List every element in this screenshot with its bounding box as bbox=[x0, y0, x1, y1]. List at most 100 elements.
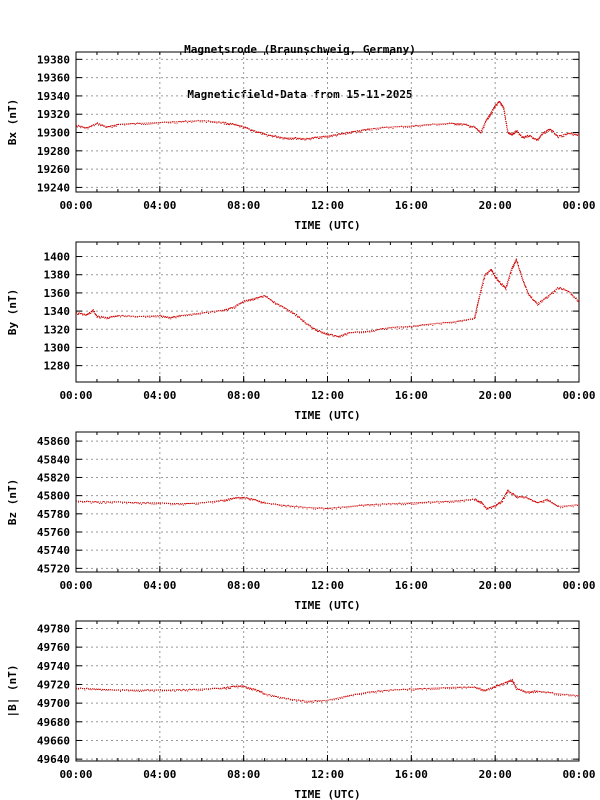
series-point bbox=[535, 691, 536, 693]
series-point bbox=[259, 132, 261, 134]
series-point bbox=[463, 501, 465, 503]
series-point bbox=[513, 494, 515, 496]
series-point bbox=[88, 688, 90, 690]
series-point bbox=[243, 685, 245, 687]
series-point bbox=[367, 504, 369, 506]
x-axis-label: TIME (UTC) bbox=[294, 219, 360, 232]
series-point bbox=[572, 694, 574, 696]
series-point bbox=[279, 137, 281, 139]
series-point bbox=[507, 489, 509, 491]
series-point bbox=[233, 123, 235, 125]
series-point bbox=[540, 300, 542, 302]
series-point bbox=[143, 315, 145, 317]
series-point bbox=[502, 501, 504, 502]
series-point bbox=[330, 135, 332, 137]
series-point bbox=[307, 323, 309, 325]
series-point bbox=[351, 131, 353, 132]
series-point bbox=[394, 503, 396, 505]
series-point bbox=[306, 702, 308, 704]
series-point bbox=[330, 333, 332, 335]
series-point bbox=[578, 133, 579, 135]
series-point bbox=[375, 329, 377, 331]
series-point bbox=[246, 497, 248, 499]
series-point bbox=[312, 138, 314, 140]
series-point bbox=[575, 134, 577, 136]
series-point bbox=[252, 689, 254, 691]
series-point bbox=[413, 503, 415, 505]
series-point bbox=[518, 134, 520, 136]
series-point bbox=[130, 502, 132, 504]
series-point bbox=[440, 501, 442, 503]
series-point bbox=[511, 493, 513, 495]
series-point bbox=[266, 296, 268, 298]
series-point bbox=[523, 690, 525, 692]
series-point bbox=[94, 123, 96, 125]
series-point bbox=[476, 501, 478, 503]
series-point bbox=[508, 491, 510, 493]
series-point bbox=[505, 289, 507, 291]
series-point bbox=[214, 501, 216, 503]
series-point bbox=[513, 265, 515, 266]
y-tick-label: 1400 bbox=[44, 251, 71, 264]
series-point bbox=[438, 688, 440, 690]
series-point bbox=[299, 316, 301, 318]
series-point bbox=[482, 503, 484, 505]
series-point bbox=[458, 124, 460, 126]
series-point bbox=[405, 689, 406, 690]
series-point bbox=[449, 688, 451, 690]
series-point bbox=[305, 139, 307, 141]
series-point bbox=[134, 316, 136, 318]
series-point bbox=[409, 688, 411, 690]
series-point bbox=[334, 134, 336, 136]
series-point bbox=[185, 315, 186, 317]
series-point bbox=[336, 134, 338, 136]
series-point bbox=[110, 315, 112, 317]
series-point bbox=[128, 123, 130, 125]
series-point bbox=[499, 685, 501, 687]
series-point bbox=[423, 124, 425, 126]
series-point bbox=[238, 685, 240, 687]
series-point bbox=[547, 500, 549, 502]
series-point bbox=[511, 133, 513, 135]
series-point bbox=[352, 695, 354, 697]
series-point bbox=[104, 125, 106, 127]
series-point bbox=[555, 288, 557, 290]
series-point bbox=[89, 312, 90, 314]
series-point bbox=[430, 124, 432, 126]
series-point bbox=[464, 123, 466, 125]
series-point bbox=[553, 503, 555, 505]
series-point bbox=[333, 699, 335, 701]
series-point bbox=[239, 126, 241, 128]
series-point bbox=[338, 133, 339, 135]
series-point bbox=[313, 136, 315, 138]
series-point bbox=[347, 332, 349, 334]
series-point bbox=[203, 688, 205, 690]
series-point bbox=[232, 123, 234, 124]
series-point bbox=[342, 506, 344, 508]
series-point bbox=[480, 689, 482, 691]
series-point bbox=[447, 501, 448, 503]
series-point bbox=[321, 332, 323, 334]
series-point bbox=[377, 690, 379, 692]
series-point bbox=[210, 311, 212, 313]
series-point bbox=[145, 689, 147, 691]
series-point bbox=[528, 498, 530, 500]
series-point bbox=[515, 686, 517, 688]
series-point bbox=[449, 502, 451, 504]
series-point bbox=[128, 690, 130, 692]
series-point bbox=[300, 701, 302, 703]
series-point bbox=[423, 502, 425, 504]
series-point bbox=[499, 102, 501, 104]
y-axis-label: Bx (nT) bbox=[6, 99, 19, 145]
series-point bbox=[291, 312, 293, 314]
series-point bbox=[285, 506, 287, 508]
series-point bbox=[550, 502, 552, 504]
series-point bbox=[224, 309, 226, 311]
series-point bbox=[325, 333, 327, 335]
series-point bbox=[478, 301, 479, 303]
series-point bbox=[350, 506, 352, 508]
series-point bbox=[80, 127, 82, 129]
series-point bbox=[267, 135, 269, 136]
series-point bbox=[489, 506, 491, 508]
series-point bbox=[343, 334, 345, 336]
